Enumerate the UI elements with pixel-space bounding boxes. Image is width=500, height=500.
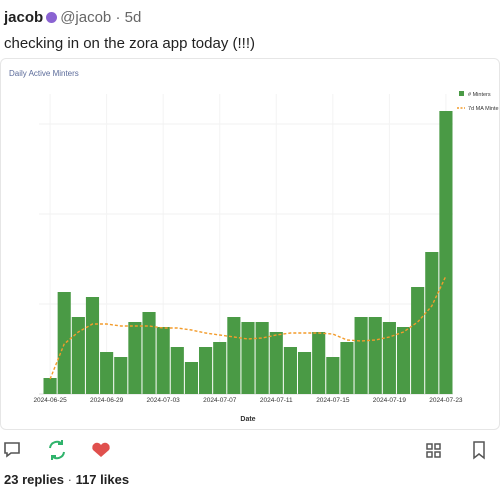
- x-tick-label: 2024-06-25: [33, 397, 67, 404]
- bar: [382, 322, 396, 394]
- bar: [170, 347, 184, 394]
- grid-icon[interactable]: [426, 443, 441, 458]
- bar: [425, 252, 439, 394]
- bar: [156, 327, 170, 394]
- bar: [368, 317, 382, 394]
- chart-title: Daily Active Minters: [9, 69, 79, 78]
- x-tick-label: 2024-07-11: [260, 397, 293, 404]
- bar: [312, 332, 326, 394]
- x-tick-label: 2024-07-23: [429, 397, 463, 404]
- bar: [396, 327, 411, 394]
- badge: [46, 12, 58, 23]
- legend-label: # Minters: [468, 92, 491, 98]
- bar: [114, 357, 128, 394]
- ma-line: [49, 275, 447, 380]
- bar: [100, 352, 114, 394]
- chart-card: Daily Active Minters Date 2024-06-25 2024…: [0, 58, 500, 430]
- x-tick-label: 2024-07-07: [203, 397, 237, 404]
- bar: [297, 352, 312, 394]
- likes[interactable]: 117 likes: [75, 472, 130, 487]
- bar: [142, 312, 156, 394]
- x-axis-label: Date: [240, 416, 255, 423]
- like-icon[interactable]: [92, 442, 110, 457]
- stats: 23 replies · 117 likes: [4, 472, 130, 487]
- legend-label: 7d MA Minters: [468, 106, 499, 112]
- chart: Daily Active Minters Date 2024-06-25 2024…: [9, 69, 499, 423]
- bar: [354, 317, 368, 394]
- bar: [43, 378, 57, 394]
- bookmark-icon[interactable]: [473, 441, 485, 460]
- x-tick-label: 2024-07-03: [147, 397, 181, 404]
- replies[interactable]: 23 replies: [4, 472, 64, 487]
- legend-swatch: [459, 91, 464, 96]
- bar: [85, 297, 100, 394]
- bar: [340, 342, 354, 394]
- bar: [439, 111, 453, 394]
- bar: [326, 357, 340, 394]
- x-tick-label: 2024-06-29: [90, 397, 124, 404]
- bar: [283, 347, 297, 394]
- bar: [269, 332, 283, 394]
- bar: [241, 322, 255, 394]
- recast-icon[interactable]: [49, 440, 65, 460]
- reply-icon[interactable]: [4, 442, 20, 458]
- post-header: jacob @jacob · 5d: [4, 9, 141, 26]
- handle: @jacob · 5d: [60, 9, 142, 26]
- post-text: checking in on the zora app today (!!!): [4, 35, 255, 52]
- bar: [213, 342, 227, 394]
- author[interactable]: jacob: [4, 9, 44, 26]
- bar: [128, 322, 142, 394]
- bar: [227, 317, 241, 394]
- bar: [184, 362, 199, 394]
- bar: [71, 317, 85, 394]
- x-tick-label: 2024-07-15: [316, 397, 350, 404]
- bar: [57, 292, 71, 394]
- bar: [199, 347, 213, 394]
- x-tick-label: 2024-07-19: [373, 397, 407, 404]
- actions: [4, 440, 485, 460]
- bar: [411, 287, 425, 394]
- bar: [255, 322, 269, 394]
